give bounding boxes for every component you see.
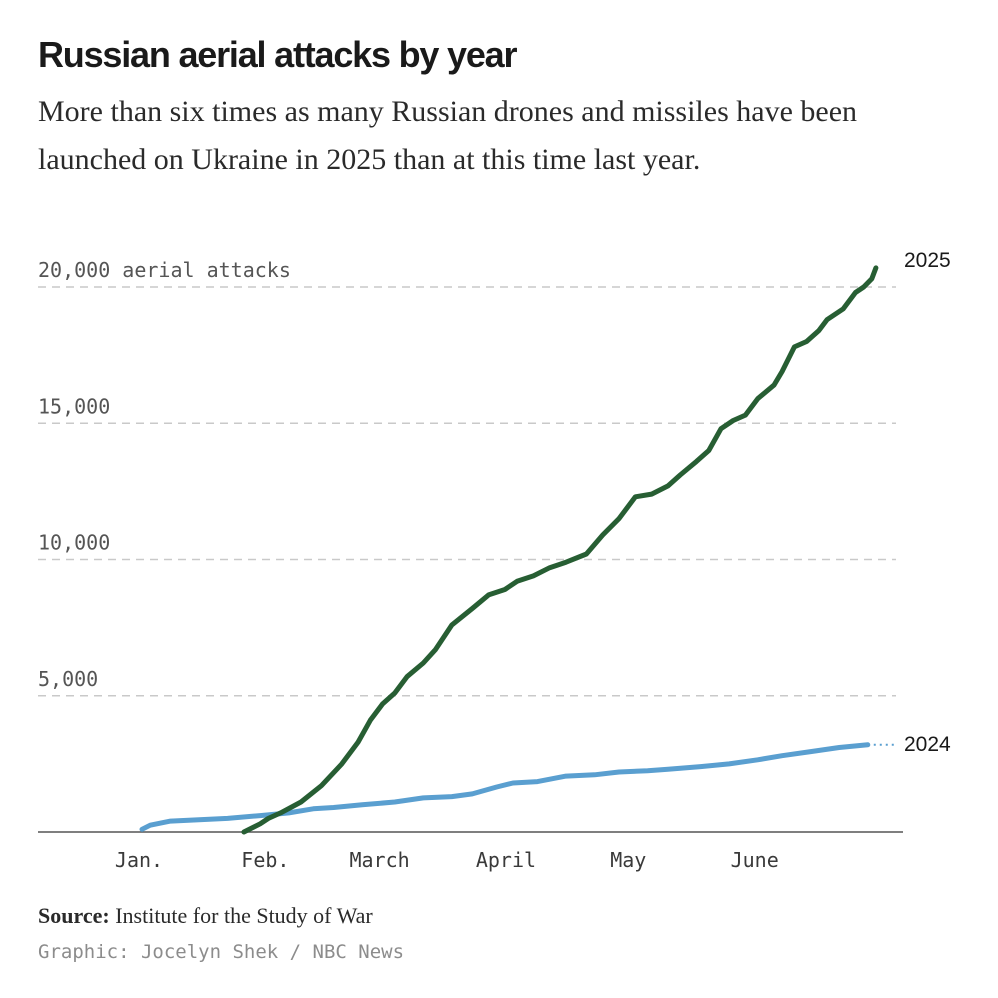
chart-subtitle: More than six times as many Russian dron… (38, 95, 858, 176)
line-chart: 20,000 aerial attacks 15,000 10,000 5,000 J… (38, 249, 951, 872)
source-text: Institute for the Study of War (115, 903, 373, 928)
grid-lines (38, 286, 896, 697)
graphic-credit: Graphic: Jocelyn Shek / NBC News (38, 941, 405, 963)
series-label-2024: 2024 (904, 733, 951, 756)
x-tick-label: March (349, 848, 409, 872)
chart-title: Russian aerial attacks by year (38, 34, 518, 75)
source-label: Source: (38, 903, 110, 928)
x-tick-label: April (476, 848, 536, 872)
series-line-2025 (241, 265, 879, 835)
x-tick-label: June (731, 848, 779, 872)
y-tick-label: 5,000 (38, 667, 98, 691)
y-tick-label: 15,000 (38, 394, 110, 418)
series-lines (139, 265, 897, 835)
x-tick-label: May (610, 848, 646, 872)
x-tick-label: Feb. (241, 848, 289, 872)
y-tick-label: 20,000 aerial attacks (38, 258, 291, 282)
y-tick-label: 10,000 (38, 531, 110, 555)
series-label-2025: 2025 (904, 249, 951, 272)
x-tick-label: Jan. (115, 848, 163, 872)
y-axis-ticks: 20,000 aerial attacks 15,000 10,000 5,000 (38, 258, 291, 691)
source-note: Source: Institute for the Study of War (38, 903, 373, 929)
series-line-2024 (139, 742, 871, 832)
x-axis-ticks: Jan. Feb. March April May June (115, 848, 779, 872)
